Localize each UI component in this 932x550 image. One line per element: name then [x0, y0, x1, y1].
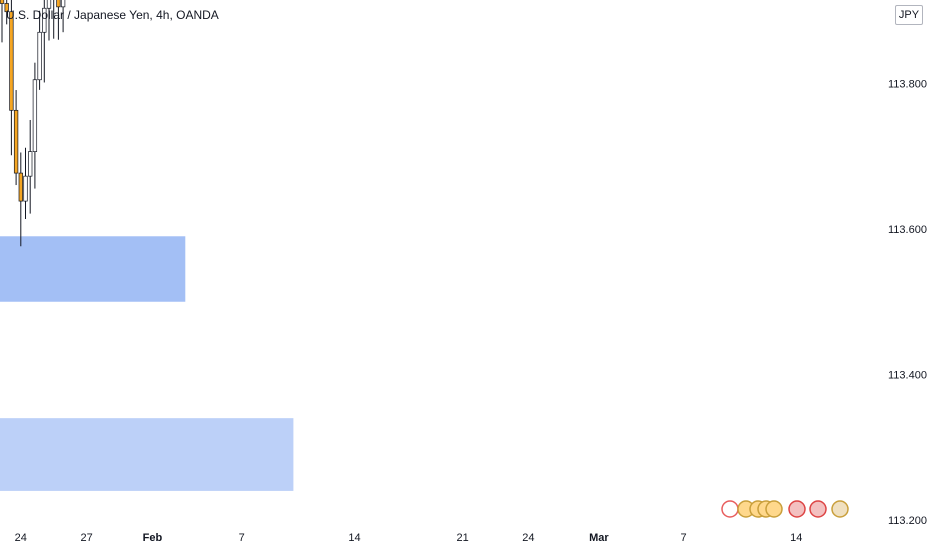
- support-zone-bottom: [0, 418, 294, 491]
- time-axis[interactable]: 24 27 Feb 7 14 21 24 Mar 7 14: [15, 532, 803, 544]
- candle: [0, 0, 5, 43]
- candle-body: [46, 0, 52, 9]
- candles-layer: [0, 0, 66, 247]
- price-tick-label: 113.200: [888, 515, 927, 527]
- candle: [42, 0, 47, 83]
- candle: [23, 147, 28, 219]
- time-tick-label: Feb: [143, 532, 163, 544]
- candle: [53, 0, 55, 39]
- candle-body: [60, 0, 66, 8]
- event-markers[interactable]: [721, 500, 849, 518]
- time-tick-label: 24: [522, 532, 534, 544]
- candle: [37, 10, 42, 90]
- support-zone-low: [0, 236, 186, 302]
- event-marker-icon: [809, 500, 827, 518]
- candle: [13, 90, 19, 186]
- event-marker-icon: [765, 500, 783, 518]
- time-tick-label: 27: [80, 532, 92, 544]
- time-tick-label: 21: [456, 532, 468, 544]
- candle-body: [42, 7, 47, 33]
- candle-body: [56, 0, 61, 8]
- time-tick-label: 7: [239, 532, 245, 544]
- time-tick-label: Mar: [589, 532, 609, 544]
- time-tick-label: 7: [680, 532, 686, 544]
- price-axis[interactable]: 113.200113.400113.600113.800114.000114.2…: [888, 0, 927, 528]
- candle-body: [9, 11, 14, 111]
- currency-button[interactable]: JPY: [895, 5, 923, 25]
- candle: [56, 0, 61, 40]
- price-tick-label: 113.800: [888, 79, 927, 91]
- candle-body: [18, 172, 23, 202]
- candle-body: [37, 31, 42, 81]
- candle: [18, 152, 23, 247]
- price-tick-label: 113.600: [888, 224, 927, 236]
- candle-body: [32, 79, 38, 152]
- candle-body: [28, 151, 33, 177]
- candle-body: [0, 0, 5, 4]
- candle-body: [13, 109, 19, 174]
- time-tick-label: 14: [348, 532, 360, 544]
- candle-body: [23, 175, 28, 202]
- candle: [60, 0, 66, 33]
- zones-layer: [0, 236, 294, 491]
- time-tick-label: 14: [790, 532, 802, 544]
- candle: [9, 0, 14, 156]
- time-tick-label: 24: [15, 532, 27, 544]
- event-marker-icon: [831, 500, 849, 518]
- chart-title: U.S. Dollar / Japanese Yen, 4h, OANDA: [6, 8, 219, 22]
- price-tick-label: 113.400: [888, 370, 927, 382]
- event-marker-icon: [721, 500, 739, 518]
- candle: [46, 0, 52, 41]
- candle-body: [4, 3, 9, 13]
- candle: [32, 62, 38, 189]
- event-marker-icon: [788, 500, 806, 518]
- candle: [4, 0, 9, 25]
- candle: [28, 119, 33, 214]
